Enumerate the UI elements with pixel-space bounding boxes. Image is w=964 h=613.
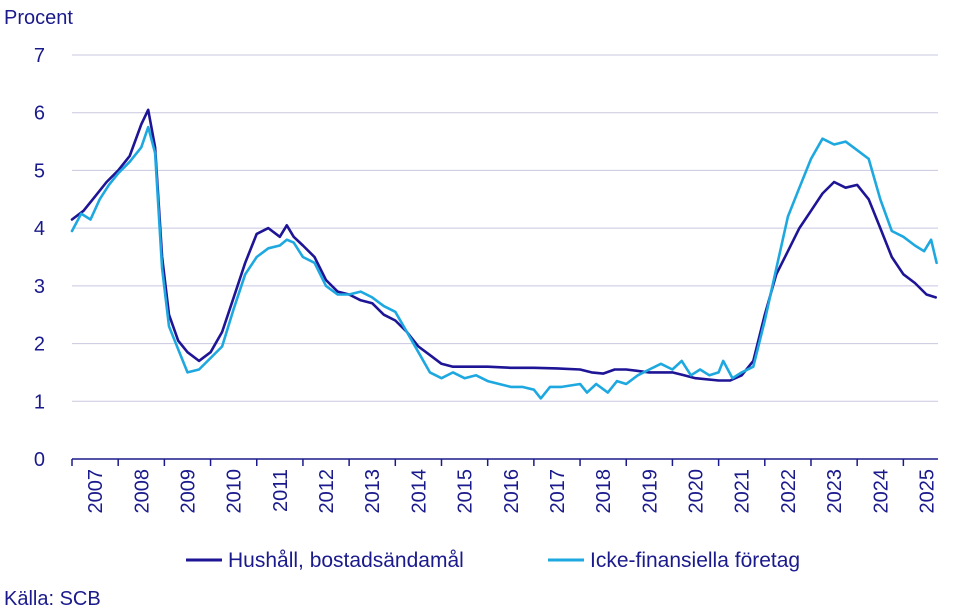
x-tick-label-2008: 2008 bbox=[131, 469, 153, 514]
x-tick-label-2023: 2023 bbox=[824, 469, 846, 514]
x-tick-label-2009: 2009 bbox=[177, 469, 199, 514]
x-tick-labels: 2007 2008 2009 2010 2011 2012 2013 2014 2015 2016… bbox=[85, 469, 938, 514]
series-lines bbox=[70, 108, 938, 400]
x-tick-label-2024: 2024 bbox=[870, 469, 892, 514]
x-tick-label-2012: 2012 bbox=[316, 469, 338, 514]
y-tick-label-3: 3 bbox=[34, 276, 45, 298]
x-tick-label-2018: 2018 bbox=[593, 469, 615, 514]
source-note: Källa: SCB bbox=[4, 588, 101, 610]
grid-lines bbox=[72, 54, 938, 402]
x-tick-label-2011: 2011 bbox=[270, 469, 292, 512]
y-tick-label-1: 1 bbox=[34, 391, 45, 413]
x-tick-label-2017: 2017 bbox=[547, 469, 569, 514]
y-tick-label-5: 5 bbox=[34, 160, 45, 182]
y-tick-label-6: 6 bbox=[34, 103, 45, 125]
y-axis-label: Procent bbox=[4, 7, 73, 29]
y-tick-label-2: 2 bbox=[34, 334, 45, 356]
x-tick-label-2013: 2013 bbox=[362, 469, 384, 514]
x-tick-label-2015: 2015 bbox=[455, 469, 477, 514]
x-tick-label-2007: 2007 bbox=[85, 469, 107, 514]
x-tick-label-2010: 2010 bbox=[224, 469, 246, 514]
x-tick-label-2016: 2016 bbox=[501, 469, 523, 514]
x-tick-label-2025: 2025 bbox=[916, 469, 938, 514]
y-tick-label-0: 0 bbox=[34, 449, 45, 471]
x-tick-label-2022: 2022 bbox=[778, 469, 800, 514]
legend-label-0: Hushåll, bostadsändamål bbox=[228, 549, 464, 572]
x-tick-label-2014: 2014 bbox=[408, 469, 430, 514]
series-line-0 bbox=[70, 108, 937, 382]
y-tick-label-7: 7 bbox=[34, 45, 45, 67]
y-tick-label-4: 4 bbox=[34, 218, 45, 240]
legend-label-1: Icke-finansiella företag bbox=[590, 549, 800, 572]
series-line-1 bbox=[70, 125, 938, 400]
y-tick-labels: 0 1 2 3 4 5 6 7 bbox=[34, 45, 45, 471]
legend: Hushåll, bostadsändamål Icke-finansiella … bbox=[186, 549, 800, 572]
x-axis bbox=[71, 458, 938, 466]
x-tick-label-2020: 2020 bbox=[686, 469, 708, 514]
x-tick-label-2019: 2019 bbox=[639, 469, 661, 514]
x-tick-label-2021: 2021 bbox=[732, 469, 754, 514]
